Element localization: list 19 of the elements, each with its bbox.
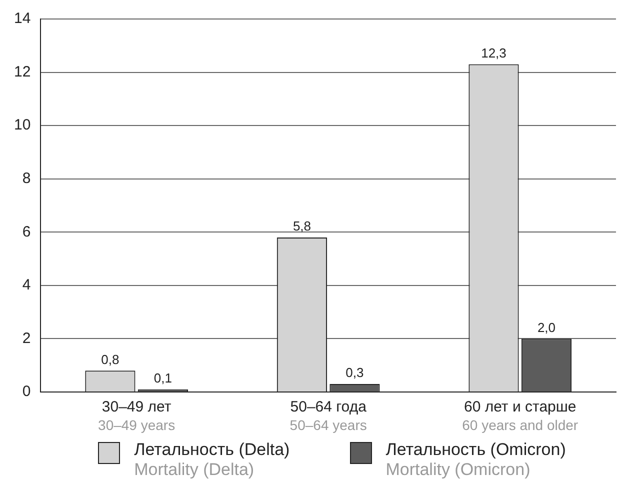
data-label: 5,8	[292, 218, 312, 234]
data-label: 0,3	[346, 365, 364, 380]
x-tick-label: 30–49 лет 30–49 years	[98, 398, 176, 433]
y-tick-label: 12	[14, 63, 31, 80]
y-tick-label: 10	[14, 116, 31, 134]
data-label: 12,3	[481, 45, 506, 60]
data-label: 2,0	[537, 320, 556, 335]
y-tick-label: 4	[22, 276, 31, 294]
x-tick-label: 50–64 года 50–64 years	[290, 398, 368, 433]
y-tick-label: 2	[22, 330, 31, 347]
x-tick-label: 60 лет и старше 60 years and older	[462, 398, 578, 433]
y-tick-label: 14	[14, 10, 31, 28]
legend-label: Летальность (Omicron) Mortality (Omicron)	[386, 440, 566, 480]
y-tick-label: 8	[22, 170, 31, 187]
y-tick-label: 6	[22, 223, 31, 240]
data-label: 0,1	[154, 370, 172, 386]
data-label: 0,8	[101, 352, 120, 367]
legend-label: Летальность (Delta) Mortality (Delta)	[134, 440, 290, 480]
y-tick-label: 0	[22, 383, 31, 400]
